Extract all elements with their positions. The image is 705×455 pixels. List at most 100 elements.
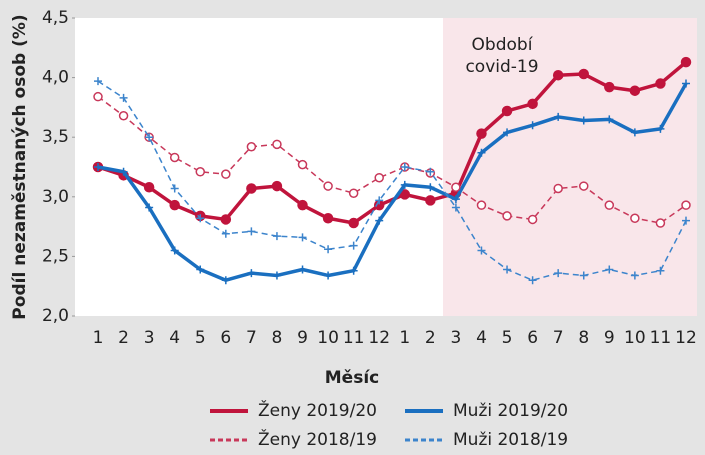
marker — [426, 183, 435, 192]
marker — [425, 195, 436, 206]
marker — [323, 181, 333, 191]
marker — [400, 163, 409, 171]
y-tick-label: 4,5 — [42, 8, 69, 28]
x-tick-label: 11 — [650, 328, 672, 348]
marker — [630, 271, 639, 280]
covid-period — [443, 18, 697, 316]
legend-label: Ženy 2018/19 — [258, 428, 377, 450]
x-tick-label: 9 — [604, 328, 615, 348]
marker — [322, 213, 334, 224]
marker — [682, 79, 690, 88]
marker — [221, 276, 230, 285]
marker — [324, 271, 333, 280]
x-tick-label: 1 — [93, 328, 104, 348]
x-tick-label: 1 — [399, 328, 410, 348]
marker — [93, 91, 103, 102]
marker — [604, 81, 615, 93]
marker — [272, 139, 282, 150]
marker — [451, 182, 461, 193]
marker — [630, 128, 639, 137]
marker — [94, 77, 102, 86]
marker — [348, 217, 359, 229]
x-tick-label: 11 — [343, 328, 365, 348]
marker — [324, 245, 333, 254]
marker — [247, 269, 256, 278]
x-tick-label: 4 — [476, 328, 487, 348]
marker — [271, 180, 283, 192]
marker — [246, 141, 257, 152]
marker — [682, 216, 690, 225]
marker — [400, 180, 409, 189]
marker — [656, 124, 665, 133]
x-tick-label: 6 — [527, 328, 538, 348]
marker — [374, 172, 384, 183]
marker — [655, 78, 666, 89]
marker — [118, 110, 129, 121]
marker — [477, 246, 486, 255]
marker — [528, 276, 537, 285]
marker — [502, 211, 512, 221]
y-tick-label: 2,0 — [42, 306, 69, 326]
marker — [552, 69, 564, 81]
marker — [630, 213, 640, 224]
y-axis-label: Podíl nezaměstnaných osob (%) — [10, 14, 30, 319]
marker — [528, 121, 537, 130]
x-tick-label: 5 — [195, 328, 206, 348]
marker — [298, 233, 307, 242]
marker — [169, 199, 180, 211]
marker — [656, 266, 665, 275]
marker — [145, 203, 154, 212]
marker — [145, 133, 154, 142]
marker — [297, 199, 308, 211]
series-line — [97, 96, 687, 224]
marker — [196, 265, 205, 274]
marker — [170, 184, 179, 193]
y-tick-label: 4,0 — [42, 68, 69, 88]
marker — [170, 246, 179, 255]
marker — [579, 116, 588, 125]
x-tick-label: 3 — [450, 328, 461, 348]
x-tick-label: 12 — [368, 328, 390, 348]
legend-label: Muži 2018/19 — [453, 430, 568, 450]
marker — [527, 214, 538, 225]
x-tick-label: 5 — [502, 328, 513, 348]
marker — [195, 167, 206, 177]
marker — [579, 271, 588, 280]
marker — [143, 182, 155, 193]
marker — [477, 148, 486, 157]
x-tick-label: 6 — [220, 328, 231, 348]
marker — [578, 68, 589, 80]
x-tick-label: 2 — [118, 328, 129, 348]
marker — [247, 227, 256, 236]
x-tick-label: 8 — [272, 328, 283, 348]
marker — [349, 241, 358, 250]
series-line — [97, 80, 687, 281]
marker — [169, 152, 180, 163]
marker — [272, 271, 281, 280]
marker — [196, 214, 205, 223]
marker — [375, 216, 384, 225]
marker — [655, 218, 666, 228]
x-tick-label: 10 — [317, 328, 339, 348]
marker — [375, 196, 384, 205]
x-axis-label: Měsíc — [325, 368, 379, 388]
marker — [94, 163, 102, 171]
marker — [349, 266, 358, 275]
marker — [221, 169, 231, 179]
marker — [451, 203, 460, 212]
x-tick-label: 12 — [675, 328, 697, 348]
y-tick-label: 3,0 — [42, 187, 69, 207]
marker — [680, 56, 692, 68]
marker — [476, 128, 487, 139]
y-tick-label: 3,5 — [42, 127, 69, 147]
x-tick-label: 7 — [246, 328, 257, 348]
marker — [605, 115, 614, 124]
marker — [527, 98, 538, 110]
marker — [501, 105, 513, 117]
marker — [119, 93, 128, 102]
marker — [578, 181, 589, 191]
marker — [554, 269, 563, 278]
marker — [681, 200, 691, 210]
x-tick-label: 2 — [425, 328, 436, 348]
